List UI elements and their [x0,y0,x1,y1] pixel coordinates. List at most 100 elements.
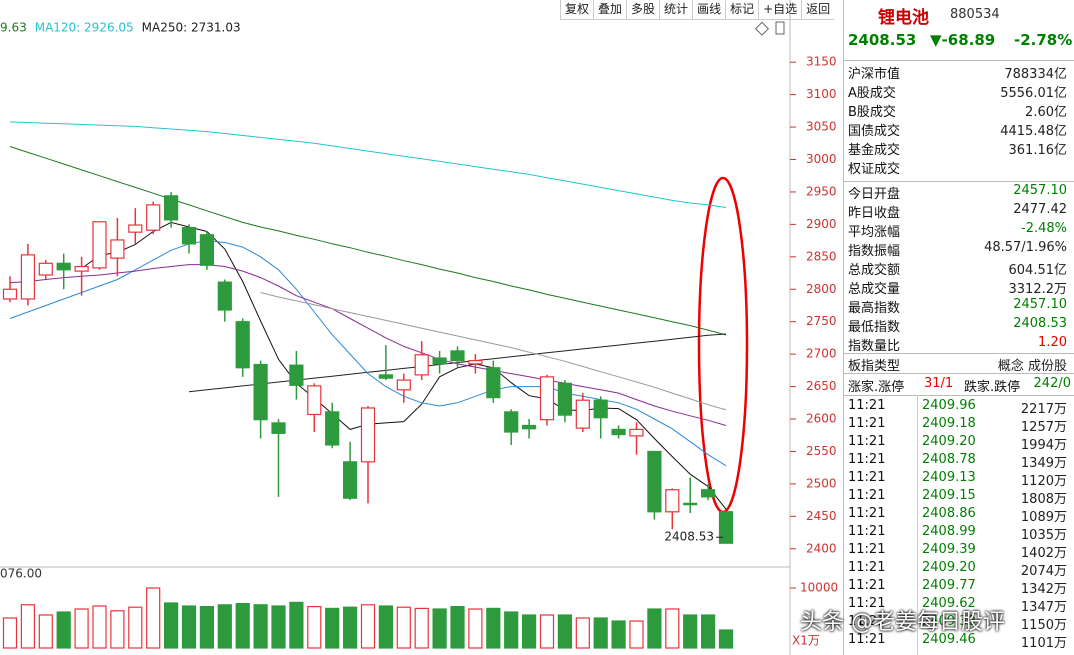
stat-value: 788334亿 [1004,67,1067,82]
candle-body [325,411,340,446]
candle-body [217,281,232,311]
toolbar: 复权 叠加 多股 统计 画线 标记 +自选 返回 [560,0,835,20]
tick-time: 11:21 [848,578,886,593]
volume-bar [38,614,53,649]
toolbar-button[interactable]: 画线 [692,0,725,19]
volume-bar [20,604,35,649]
y-tick-label: 2650 [806,379,837,393]
change: ▼-68.89 [930,31,996,49]
stat-label: 跌家.跌停 [964,380,1021,395]
y-tick-label: 2450 [806,509,837,523]
stat-label: 最低指数 [848,320,901,335]
tick-price: 2409.20 [922,434,976,449]
separator [844,181,1074,182]
stat-value: 2477.42 [1013,202,1067,217]
candle-body [128,224,143,233]
volume-bar [289,601,304,649]
stat-value: 604.51亿 [1008,263,1068,278]
tick-price: 2408.99 [922,524,976,539]
volume-bar [718,629,734,649]
y-tick-label: 3100 [806,87,837,101]
candle-body [253,363,268,421]
candle-body [38,262,53,276]
volume-bar [164,602,179,649]
y-tick-label: 2700 [806,347,837,361]
stat-label: 总成交量 [848,282,901,297]
y-tick-label: 2950 [806,184,837,198]
stat-label: 沪深市值 [848,67,901,82]
candle-body [271,422,286,434]
price: 2408.53 [848,31,917,49]
quote-panel: 锂电池 880534 2408.53 ▼-68.89 -2.78% 沪深市值 788334亿… [843,0,1074,655]
tick-volume: 2217万 [1020,402,1067,417]
y-tick-label: 2400 [806,541,837,555]
icon[interactable] [754,21,770,36]
candle-body [414,354,429,376]
candle-body [611,428,626,436]
volume-bar [521,614,537,649]
tick-volume: 1150万 [1020,618,1067,633]
candle-body [110,239,125,259]
tick-time: 11:21 [848,452,886,467]
toolbar-button[interactable]: 叠加 [593,0,626,19]
tick-price: 2408.86 [922,506,976,521]
toolbar-button[interactable]: 返回 [801,0,834,19]
volume-unit: X1万 [792,634,820,648]
tick-volume: 1257万 [1020,420,1067,435]
stat-label: 总成交额 [848,263,901,278]
tick-time: 11:21 [848,416,886,431]
y-tick-label: 10000 [800,581,838,595]
volume-bar [253,604,268,649]
candle-body [593,399,608,419]
stat-label: 最高指数 [848,301,901,316]
icon[interactable] [775,21,785,35]
toolbar-button[interactable]: +自选 [758,0,801,19]
volume-bar [110,610,125,649]
candle-body [289,364,304,386]
tick-price: 2409.96 [922,398,976,413]
volume-bar [486,607,501,649]
y-tick-label: 2900 [806,217,837,231]
stat-value: 3312.2万 [1008,282,1068,297]
chart: 2400 2450 2500 2550 2600 2650 2700 2750 2800 2850… [0,0,838,655]
volume-bar [360,604,376,649]
volume-bar [56,611,71,649]
tick-volume: 2074万 [1020,564,1067,579]
toolbar-button[interactable]: 统计 [659,0,692,19]
volume-bar [575,617,590,649]
candle-body [521,424,537,430]
volume-bar [468,608,483,649]
candle-body [468,360,483,365]
candle-body [360,407,376,463]
y-tick-label: 3150 [806,55,837,69]
tick-price: 2408.78 [922,452,976,467]
candle-body [164,195,179,221]
toolbar-button[interactable]: 标记 [725,0,758,19]
legend-entry: MA120: 2926.05 [35,21,134,35]
legend-entry: MA250: 2731.03 [142,21,241,35]
candle-body [432,357,447,365]
y-tick-label: 2600 [806,412,837,426]
stat-value[interactable]: 概念 成份股 [997,359,1067,374]
candle-body [199,234,214,266]
tick-price: 2409.39 [922,542,976,557]
volume-bar [343,606,358,649]
stat-label: 指数振幅 [848,244,901,259]
volume-bar [181,605,197,649]
volume-bar [2,617,18,649]
volume-bar [146,587,161,649]
tick-price: 2409.77 [922,578,976,593]
volume-label: 076.00 [0,567,42,581]
stat-value: 361.16亿 [1008,143,1068,158]
tick-volume: 1101万 [1020,636,1067,651]
separator [844,353,1074,354]
ma-line [9,146,727,336]
volume-bar [557,614,573,649]
candle-body [74,265,89,272]
volume-bar [414,607,429,649]
ma-line [260,292,727,411]
toolbar-button[interactable]: 多股 [626,0,659,19]
stat-value: 31/1 [924,376,954,391]
toolbar-button[interactable]: 复权 [560,0,593,19]
